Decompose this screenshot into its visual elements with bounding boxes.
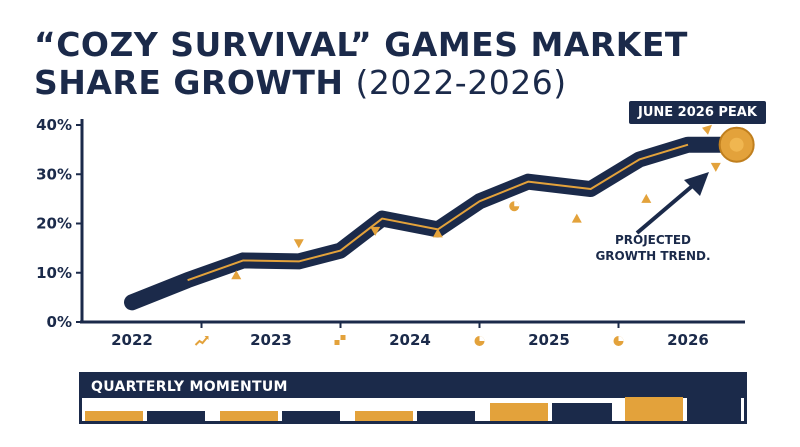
bar-chart-icon bbox=[334, 340, 340, 345]
momentum-bar bbox=[85, 411, 143, 421]
scatter-marker bbox=[231, 270, 242, 280]
scatter-marker bbox=[514, 201, 520, 207]
momentum-bar bbox=[355, 411, 413, 421]
scatter-marker bbox=[571, 213, 582, 223]
peak-label: JUNE 2026 PEAK bbox=[629, 101, 766, 124]
trend-up-icon bbox=[194, 336, 209, 346]
chart-title: “COZY SURVIVAL” GAMES MARKET SHARE GROWT… bbox=[34, 26, 688, 102]
momentum-bar bbox=[687, 397, 741, 421]
trend-up-icon bbox=[204, 336, 209, 340]
y-tick-label: 20% bbox=[36, 215, 72, 233]
momentum-bar bbox=[417, 411, 475, 421]
y-tick-label: 0% bbox=[47, 313, 72, 331]
scatter-marker bbox=[370, 226, 381, 236]
y-tick-label: 40% bbox=[36, 116, 72, 134]
momentum-bars bbox=[85, 397, 741, 421]
pie-chart-icon bbox=[618, 336, 624, 341]
scatter-marker bbox=[641, 193, 652, 203]
momentum-bar bbox=[625, 397, 683, 421]
title-line-2: SHARE GROWTH bbox=[34, 63, 344, 102]
quarterly-momentum-panel: QUARTERLY MOMENTUM bbox=[79, 372, 747, 424]
x-tick-label: 2026 bbox=[667, 331, 709, 349]
title-line-1: “COZY SURVIVAL” GAMES MARKET bbox=[34, 25, 688, 64]
y-tick-label: 10% bbox=[36, 264, 72, 282]
x-tick-label: 2023 bbox=[250, 331, 292, 349]
peak-marker-inner bbox=[729, 137, 744, 152]
trend-label: PROJECTED GROWTH TREND. bbox=[595, 233, 711, 263]
scatter-marker bbox=[710, 162, 721, 172]
title-year-range: (2022-2026) bbox=[355, 63, 567, 102]
y-tick-label: 30% bbox=[36, 165, 72, 183]
scatter-marker bbox=[432, 228, 443, 238]
scatter-marker bbox=[293, 239, 304, 249]
momentum-title: QUARTERLY MOMENTUM bbox=[91, 379, 288, 395]
momentum-bar bbox=[220, 411, 278, 421]
x-tick-label: 2022 bbox=[111, 331, 153, 349]
momentum-bar bbox=[282, 411, 340, 421]
bar-chart-icon bbox=[340, 335, 346, 340]
pie-chart-icon bbox=[479, 336, 485, 341]
momentum-header bbox=[82, 375, 744, 398]
momentum-bar bbox=[147, 411, 205, 421]
x-tick-label: 2025 bbox=[528, 331, 570, 349]
trend-arrow bbox=[635, 180, 699, 235]
series-arrow-head bbox=[702, 124, 712, 135]
x-tick-label: 2024 bbox=[389, 331, 431, 349]
momentum-bar bbox=[490, 403, 548, 421]
momentum-bar bbox=[552, 403, 612, 421]
trend-arrow-head bbox=[684, 172, 709, 196]
